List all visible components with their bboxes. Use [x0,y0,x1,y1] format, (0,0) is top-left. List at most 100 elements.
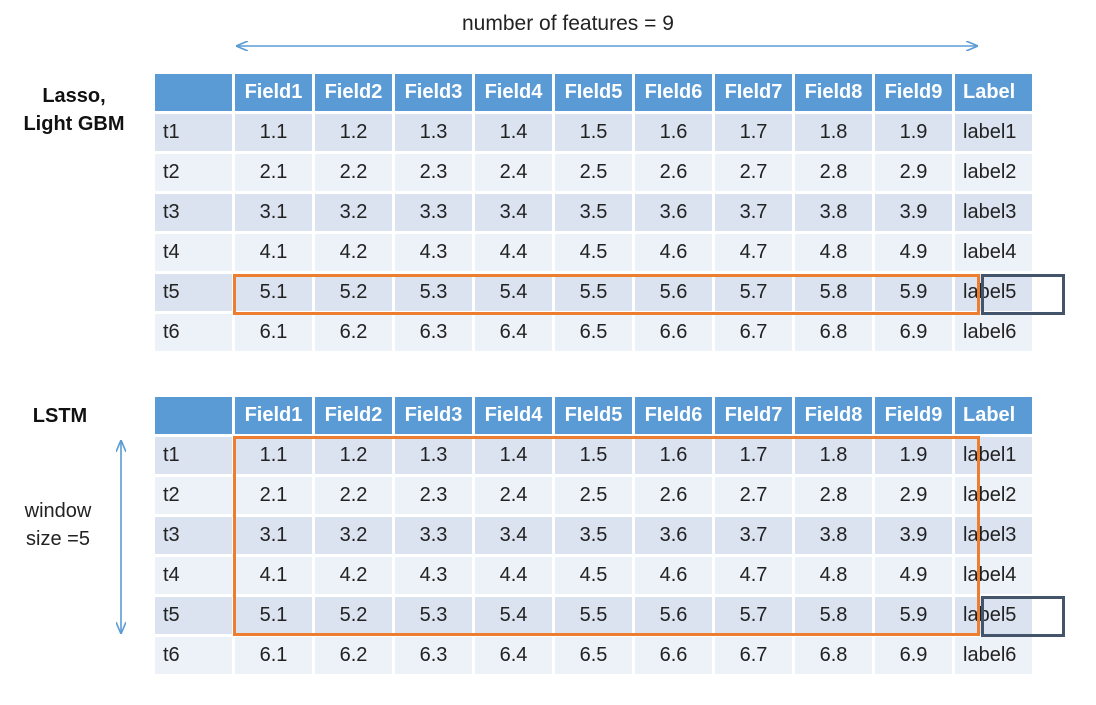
value-cell: 6.5 [555,314,632,351]
table-row: t1 1.1 1.2 1.3 1.4 1.5 1.6 1.7 1.8 1.9 label1 [155,437,1032,474]
value-cell: 1.4 [475,114,552,151]
value-cell: 4.4 [475,234,552,271]
column-header: Field4 [475,74,552,111]
value-cell: 2.6 [635,477,712,514]
feature-window-box-bottom [233,436,980,636]
table-row: t6 6.1 6.2 6.3 6.4 6.5 6.6 6.7 6.8 6.9 label6 [155,314,1032,351]
value-cell: 2.4 [475,477,552,514]
value-cell: 3.3 [395,517,472,554]
value-cell: 4.9 [875,234,952,271]
column-header: Field1 [235,74,312,111]
label-cell: label6 [955,314,1032,351]
column-header: FIeld6 [635,397,712,434]
value-cell: 5.4 [475,274,552,311]
time-step-cell: t2 [155,477,232,514]
value-cell: 3.6 [635,517,712,554]
target-label-box-top [981,274,1065,315]
features-caption: number of features = 9 [462,12,674,35]
value-cell: 1.8 [795,437,872,474]
label-cell: label5 [955,597,1032,634]
data-table-bottom: Field1 Field2 Field3 Field4 FIeld5 FIeld6 FIel… [152,394,1035,677]
column-header: FIeld5 [555,397,632,434]
value-cell: 1.3 [395,114,472,151]
column-header: Field2 [315,74,392,111]
column-header: FIeld7 [715,397,792,434]
value-cell: 2.1 [235,154,312,191]
value-cell: 6.2 [315,314,392,351]
column-header: Field3 [395,74,472,111]
value-cell: 4.4 [475,557,552,594]
time-step-cell: t6 [155,637,232,674]
value-cell: 5.7 [715,274,792,311]
value-cell: 6.5 [555,637,632,674]
label-cell: label3 [955,194,1032,231]
value-cell: 4.3 [395,234,472,271]
value-cell: 5.4 [475,597,552,634]
value-cell: 5.1 [235,597,312,634]
value-cell: 6.1 [235,637,312,674]
value-cell: 5.7 [715,597,792,634]
label-cell: label2 [955,154,1032,191]
value-cell: 3.9 [875,194,952,231]
value-cell: 6.1 [235,314,312,351]
value-cell: 3.4 [475,517,552,554]
value-cell: 6.9 [875,314,952,351]
value-cell: 3.6 [635,194,712,231]
value-cell: 3.1 [235,194,312,231]
value-cell: 2.2 [315,154,392,191]
column-header: FIeld6 [635,74,712,111]
value-cell: 2.7 [715,154,792,191]
value-cell: 6.9 [875,637,952,674]
label-cell: label2 [955,477,1032,514]
header-corner [155,74,232,111]
value-cell: 4.2 [315,557,392,594]
column-header: Field8 [795,74,872,111]
value-cell: 6.6 [635,314,712,351]
value-cell: 5.9 [875,597,952,634]
value-cell: 5.3 [395,274,472,311]
value-cell: 6.3 [395,314,472,351]
table-row: t6 6.1 6.2 6.3 6.4 6.5 6.6 6.7 6.8 6.9 label6 [155,637,1032,674]
value-cell: 3.2 [315,517,392,554]
value-cell: 1.2 [315,437,392,474]
time-step-cell: t1 [155,114,232,151]
time-step-cell: t3 [155,517,232,554]
value-cell: 5.5 [555,274,632,311]
value-cell: 3.8 [795,517,872,554]
value-cell: 5.9 [875,274,952,311]
value-cell: 5.8 [795,274,872,311]
value-cell: 4.1 [235,234,312,271]
value-cell: 4.1 [235,557,312,594]
table-row: t4 4.1 4.2 4.3 4.4 4.5 4.6 4.7 4.8 4.9 label4 [155,557,1032,594]
table-row: t5 5.1 5.2 5.3 5.4 5.5 5.6 5.7 5.8 5.9 label5 [155,274,1032,311]
value-cell: 5.1 [235,274,312,311]
model-label-top: Lasso, Light GBM [23,85,125,135]
table-row: t3 3.1 3.2 3.3 3.4 3.5 3.6 3.7 3.8 3.9 label3 [155,194,1032,231]
column-header: FIeld5 [555,74,632,111]
value-cell: 1.3 [395,437,472,474]
header-corner [155,397,232,434]
column-header: Label [955,74,1032,111]
value-cell: 4.5 [555,234,632,271]
time-step-cell: t5 [155,597,232,634]
window-size-caption: window size =5 [24,500,92,550]
table-row: t1 1.1 1.2 1.3 1.4 1.5 1.6 1.7 1.8 1.9 label1 [155,114,1032,151]
column-header: Field9 [875,397,952,434]
time-step-cell: t6 [155,314,232,351]
value-cell: 4.6 [635,234,712,271]
value-cell: 3.7 [715,194,792,231]
value-cell: 1.1 [235,114,312,151]
value-cell: 6.3 [395,637,472,674]
value-cell: 3.8 [795,194,872,231]
value-cell: 6.8 [795,637,872,674]
value-cell: 1.9 [875,114,952,151]
column-header: Field2 [315,397,392,434]
feature-window-box-top [233,274,980,315]
value-cell: 3.2 [315,194,392,231]
value-cell: 1.6 [635,114,712,151]
value-cell: 2.8 [795,154,872,191]
value-cell: 4.7 [715,557,792,594]
time-step-cell: t1 [155,437,232,474]
value-cell: 2.1 [235,477,312,514]
